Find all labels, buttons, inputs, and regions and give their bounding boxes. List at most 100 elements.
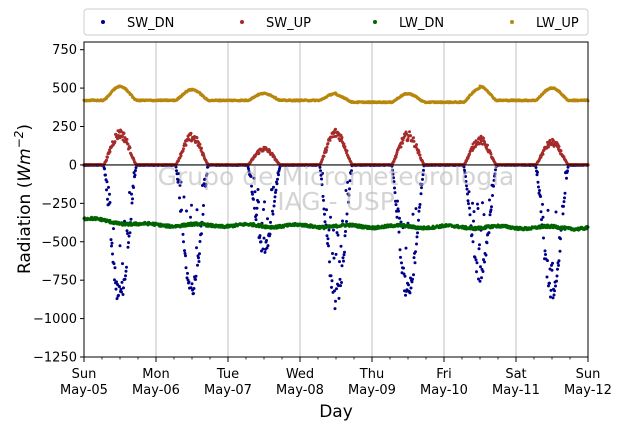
data-point — [120, 280, 124, 284]
data-point — [339, 284, 342, 288]
data-point — [421, 173, 425, 177]
data-point — [563, 191, 567, 195]
data-point — [320, 183, 324, 187]
data-point — [550, 268, 554, 272]
data-point — [557, 145, 561, 148]
data-point — [259, 240, 263, 244]
data-point — [109, 238, 113, 242]
y-tick-label: 250 — [52, 120, 77, 135]
data-point — [398, 248, 402, 252]
data-point — [534, 166, 538, 169]
data-point — [474, 258, 478, 262]
data-point — [321, 157, 324, 161]
data-point — [402, 266, 405, 270]
data-point — [200, 232, 203, 236]
data-point — [257, 151, 261, 155]
data-point — [341, 219, 344, 223]
data-point — [345, 149, 349, 153]
data-point — [178, 196, 181, 200]
data-point — [418, 153, 422, 157]
data-point — [342, 142, 346, 146]
data-point — [120, 290, 123, 294]
data-point — [547, 145, 550, 149]
x-tick-label-date: May-06 — [132, 383, 180, 398]
data-point — [121, 293, 125, 296]
data-point — [265, 246, 269, 250]
data-point — [479, 265, 482, 269]
data-point — [472, 219, 475, 223]
data-point — [412, 136, 415, 140]
data-point — [465, 187, 469, 191]
data-point — [195, 136, 199, 140]
data-point — [328, 260, 331, 264]
data-point — [113, 266, 117, 270]
data-point — [326, 242, 329, 245]
data-point — [412, 139, 416, 143]
data-point — [179, 154, 183, 158]
x-tick-label-day: Sun — [576, 367, 601, 382]
data-point — [481, 270, 485, 273]
data-point — [330, 279, 334, 283]
data-point — [343, 250, 346, 254]
data-point — [340, 264, 344, 268]
data-point — [185, 209, 188, 213]
data-point — [130, 201, 134, 205]
data-point — [406, 137, 410, 141]
x-tick-label-day: Fri — [436, 367, 452, 382]
data-point — [128, 146, 132, 150]
watermark-line-2: IAG - USP — [277, 187, 395, 216]
data-point — [399, 255, 402, 259]
data-point — [205, 172, 209, 176]
data-point — [464, 180, 468, 183]
data-point — [480, 276, 483, 280]
data-point — [549, 288, 553, 292]
data-point — [413, 261, 417, 265]
data-point — [477, 277, 480, 281]
data-point — [183, 251, 187, 255]
data-point — [556, 267, 559, 271]
data-point — [463, 171, 467, 175]
data-point — [551, 261, 554, 265]
data-point — [130, 192, 133, 196]
data-point — [196, 263, 199, 267]
data-point — [121, 262, 124, 266]
data-point — [127, 241, 130, 245]
data-point — [122, 131, 126, 135]
data-point — [416, 231, 419, 235]
data-point — [559, 237, 562, 241]
data-point — [403, 274, 407, 278]
data-point — [559, 149, 563, 153]
grid — [155, 42, 517, 357]
data-point — [203, 177, 207, 181]
data-point — [339, 244, 343, 248]
data-point — [555, 279, 558, 283]
data-point — [320, 177, 323, 181]
data-point — [112, 227, 115, 231]
data-point — [417, 209, 421, 213]
data-point — [327, 244, 330, 248]
data-point — [542, 236, 545, 240]
data-point — [103, 167, 106, 171]
data-point — [490, 205, 493, 209]
data-point — [410, 280, 414, 284]
data-point — [565, 176, 568, 180]
data-point — [329, 274, 333, 278]
data-point — [197, 256, 200, 260]
data-point — [491, 194, 494, 197]
data-point — [113, 278, 116, 282]
data-point — [262, 208, 265, 211]
data-point — [547, 284, 550, 288]
data-point — [419, 192, 423, 196]
data-point — [562, 200, 566, 204]
data-point — [108, 201, 112, 204]
data-point — [273, 199, 276, 203]
data-point — [271, 212, 275, 216]
data-point — [187, 280, 191, 284]
data-point — [476, 202, 479, 206]
data-point — [321, 171, 324, 175]
data-point — [105, 180, 109, 184]
x-tick-label-date: May-07 — [204, 383, 252, 398]
data-point — [401, 141, 404, 145]
data-point — [190, 282, 194, 286]
data-point — [539, 210, 543, 214]
